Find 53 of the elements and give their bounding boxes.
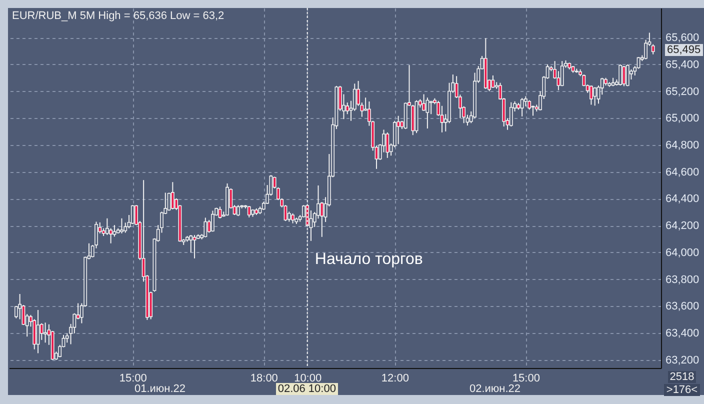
candlestick: [422, 94, 426, 112]
candlestick: [626, 64, 630, 87]
x-tick-label: 15:00: [119, 372, 147, 384]
candlestick: [386, 132, 390, 158]
candlestick: [247, 206, 251, 218]
candlestick: [204, 217, 208, 238]
candlestick: [236, 204, 240, 217]
x-tick-label: 15:00: [512, 372, 540, 384]
candlestick: [211, 210, 214, 232]
y-tick-label: 64,600: [666, 166, 700, 178]
text: 02.июн.22: [469, 383, 521, 395]
y-tick-label: 64,400: [666, 193, 700, 206]
y-tick-label: 63,600: [666, 300, 700, 313]
y-tick-label: 63,800: [666, 274, 700, 286]
y-tick-label: 63,400: [666, 328, 700, 340]
annotation: Начало торгов: [314, 250, 424, 270]
candlestick: [112, 224, 116, 238]
candlestick: [426, 97, 430, 129]
candlestick: [170, 182, 174, 210]
candlestick: [291, 212, 294, 224]
candlestick: [590, 85, 593, 106]
candlestick: [491, 74, 495, 88]
candlestick: [593, 86, 597, 106]
text: 65,495: [665, 44, 703, 56]
y-tick-label: 64,200: [666, 220, 700, 232]
candlestick: [120, 218, 124, 234]
candlestick: [130, 204, 134, 224]
candlestick: [44, 322, 47, 344]
candlestick: [560, 60, 564, 87]
chart-title: EUR/RUB_M 5M High = 65,636 Low = 63,2: [12, 10, 224, 22]
x-tick-label: 18:00: [250, 372, 278, 384]
y-tick-label: 65,200: [666, 86, 700, 98]
candlestick: [218, 206, 222, 219]
y-tick-label: 65,000: [666, 112, 700, 125]
text: 2518: [668, 371, 696, 383]
ref-line-label: 02.06 10:00: [276, 383, 338, 395]
candlestick: [531, 105, 535, 116]
candlestick: [429, 100, 433, 115]
candlestick: [509, 102, 513, 127]
candlestick: [520, 98, 524, 117]
candlestick: [440, 105, 444, 133]
y-tick-label: 64,800: [666, 140, 700, 152]
candlestick: [396, 115, 400, 145]
x-tick-label: 12:00: [381, 372, 409, 384]
candlestick: [192, 234, 196, 259]
y-tick-label: 65,600: [666, 32, 700, 44]
y-tick-label: 63,200: [666, 354, 700, 366]
text: 01.июн.22: [134, 383, 186, 395]
text: >176<: [664, 384, 700, 396]
x-tick-label: 10:00: [294, 372, 322, 384]
candlestick: [618, 64, 622, 86]
y-tick-label: 64,000: [666, 246, 700, 259]
y-tick-label: 65,400: [666, 58, 700, 71]
